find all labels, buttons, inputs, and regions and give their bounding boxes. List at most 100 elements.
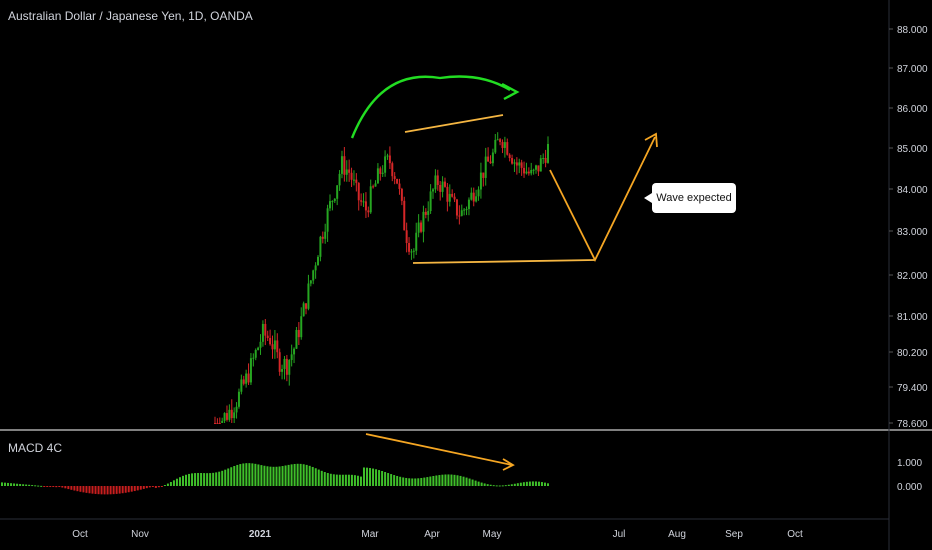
candle-body — [307, 283, 310, 309]
macd-bar — [489, 484, 492, 486]
candle-body — [235, 406, 238, 413]
macd-bar — [495, 485, 498, 487]
candle-body — [446, 186, 449, 202]
macd-bar — [362, 467, 365, 486]
macd-bar — [133, 486, 136, 492]
candle-body — [240, 379, 243, 392]
candle-body — [403, 200, 406, 231]
candle-body — [384, 156, 387, 173]
candle-body — [302, 303, 305, 317]
candle-body — [482, 172, 485, 178]
macd-bar — [332, 474, 335, 486]
macd-bar — [543, 482, 546, 486]
macd-bar — [127, 486, 130, 493]
candle-body — [312, 270, 315, 281]
green-curved-arrow — [350, 75, 511, 139]
macd-bar — [326, 473, 329, 486]
macd-axis[interactable]: 1.000 0.000 — [897, 458, 922, 493]
macd-bar — [462, 476, 465, 486]
macd-bar — [55, 486, 58, 488]
candle-body — [376, 168, 379, 184]
price-tick-label: 82.000 — [897, 271, 928, 282]
macd-bar — [311, 466, 314, 486]
macd-bar — [516, 483, 519, 486]
macd-bar — [37, 485, 40, 487]
candle-body — [321, 236, 324, 239]
candle-body — [451, 193, 454, 197]
candle-body — [257, 347, 260, 350]
macd-bar — [40, 485, 43, 487]
candle-body — [357, 182, 360, 201]
time-tick-label: Jul — [613, 529, 626, 540]
macd-bar — [1, 482, 3, 486]
macd-tick-label: 0.000 — [897, 482, 922, 493]
candle-body — [293, 348, 296, 355]
macd-bar — [88, 486, 91, 494]
macd-bar — [197, 472, 200, 486]
candle-body — [276, 340, 279, 353]
macd-bar — [359, 476, 362, 486]
candle-body — [453, 196, 456, 200]
candle-body — [436, 175, 439, 185]
macd-bar — [408, 478, 411, 486]
macd-bar — [97, 486, 100, 495]
macd-bar — [61, 486, 64, 488]
macd-bar — [263, 465, 266, 486]
price-tick-label: 81.000 — [897, 312, 928, 323]
candle-body — [360, 200, 363, 202]
candle-body — [484, 156, 487, 178]
macd-bar — [513, 483, 516, 486]
macd-bar — [118, 486, 121, 494]
price-tick-label: 78.600 — [897, 419, 928, 430]
macd-bar — [130, 486, 133, 492]
macd-bar — [480, 482, 483, 486]
macd-bar — [70, 486, 73, 490]
candle-body — [259, 341, 262, 348]
macd-bar — [275, 466, 278, 486]
candle-body — [470, 192, 473, 200]
candle-body — [345, 169, 348, 175]
macd-bar — [227, 468, 230, 486]
candle-body — [530, 170, 533, 174]
candle-body — [496, 139, 499, 141]
candle-body — [379, 168, 382, 174]
candle-body — [439, 184, 442, 192]
candle-body — [273, 340, 276, 350]
candles-group — [214, 132, 549, 424]
candle-body — [283, 358, 286, 369]
candle-body — [448, 193, 451, 202]
macd-bar — [296, 463, 299, 486]
macd-bar — [498, 485, 501, 487]
time-tick-label: 2021 — [249, 529, 272, 540]
candle-body — [463, 209, 466, 211]
candle-body — [223, 413, 226, 421]
candle-body — [367, 210, 370, 213]
macd-bar — [540, 482, 543, 486]
macd-bar — [194, 473, 197, 486]
time-axis[interactable]: Oct Nov 2021 Mar Apr May Jul Aug Sep Oct — [72, 529, 803, 540]
candle-body — [417, 222, 420, 233]
candle-body — [230, 409, 233, 419]
candle-body — [328, 201, 331, 209]
macd-bar — [287, 464, 290, 486]
macd-bar — [248, 463, 251, 486]
macd-bar — [254, 463, 257, 486]
macd-bar — [257, 464, 260, 486]
macd-histogram — [1, 463, 549, 495]
candle-body — [499, 139, 502, 142]
candle-body — [242, 379, 245, 384]
macd-bar — [335, 474, 338, 486]
macd-bar — [218, 471, 221, 486]
macd-bar — [142, 486, 145, 489]
candle-body — [523, 167, 526, 174]
macd-bar — [387, 473, 390, 486]
candle-body — [396, 178, 399, 184]
macd-bar — [432, 475, 435, 486]
price-tick-label: 83.000 — [897, 227, 928, 238]
macd-bar — [447, 474, 450, 486]
price-axis[interactable]: 88.000 87.000 86.000 85.000 84.000 83.000 82.0… — [889, 25, 928, 430]
macd-bar — [7, 482, 10, 486]
macd-bar — [372, 468, 375, 486]
